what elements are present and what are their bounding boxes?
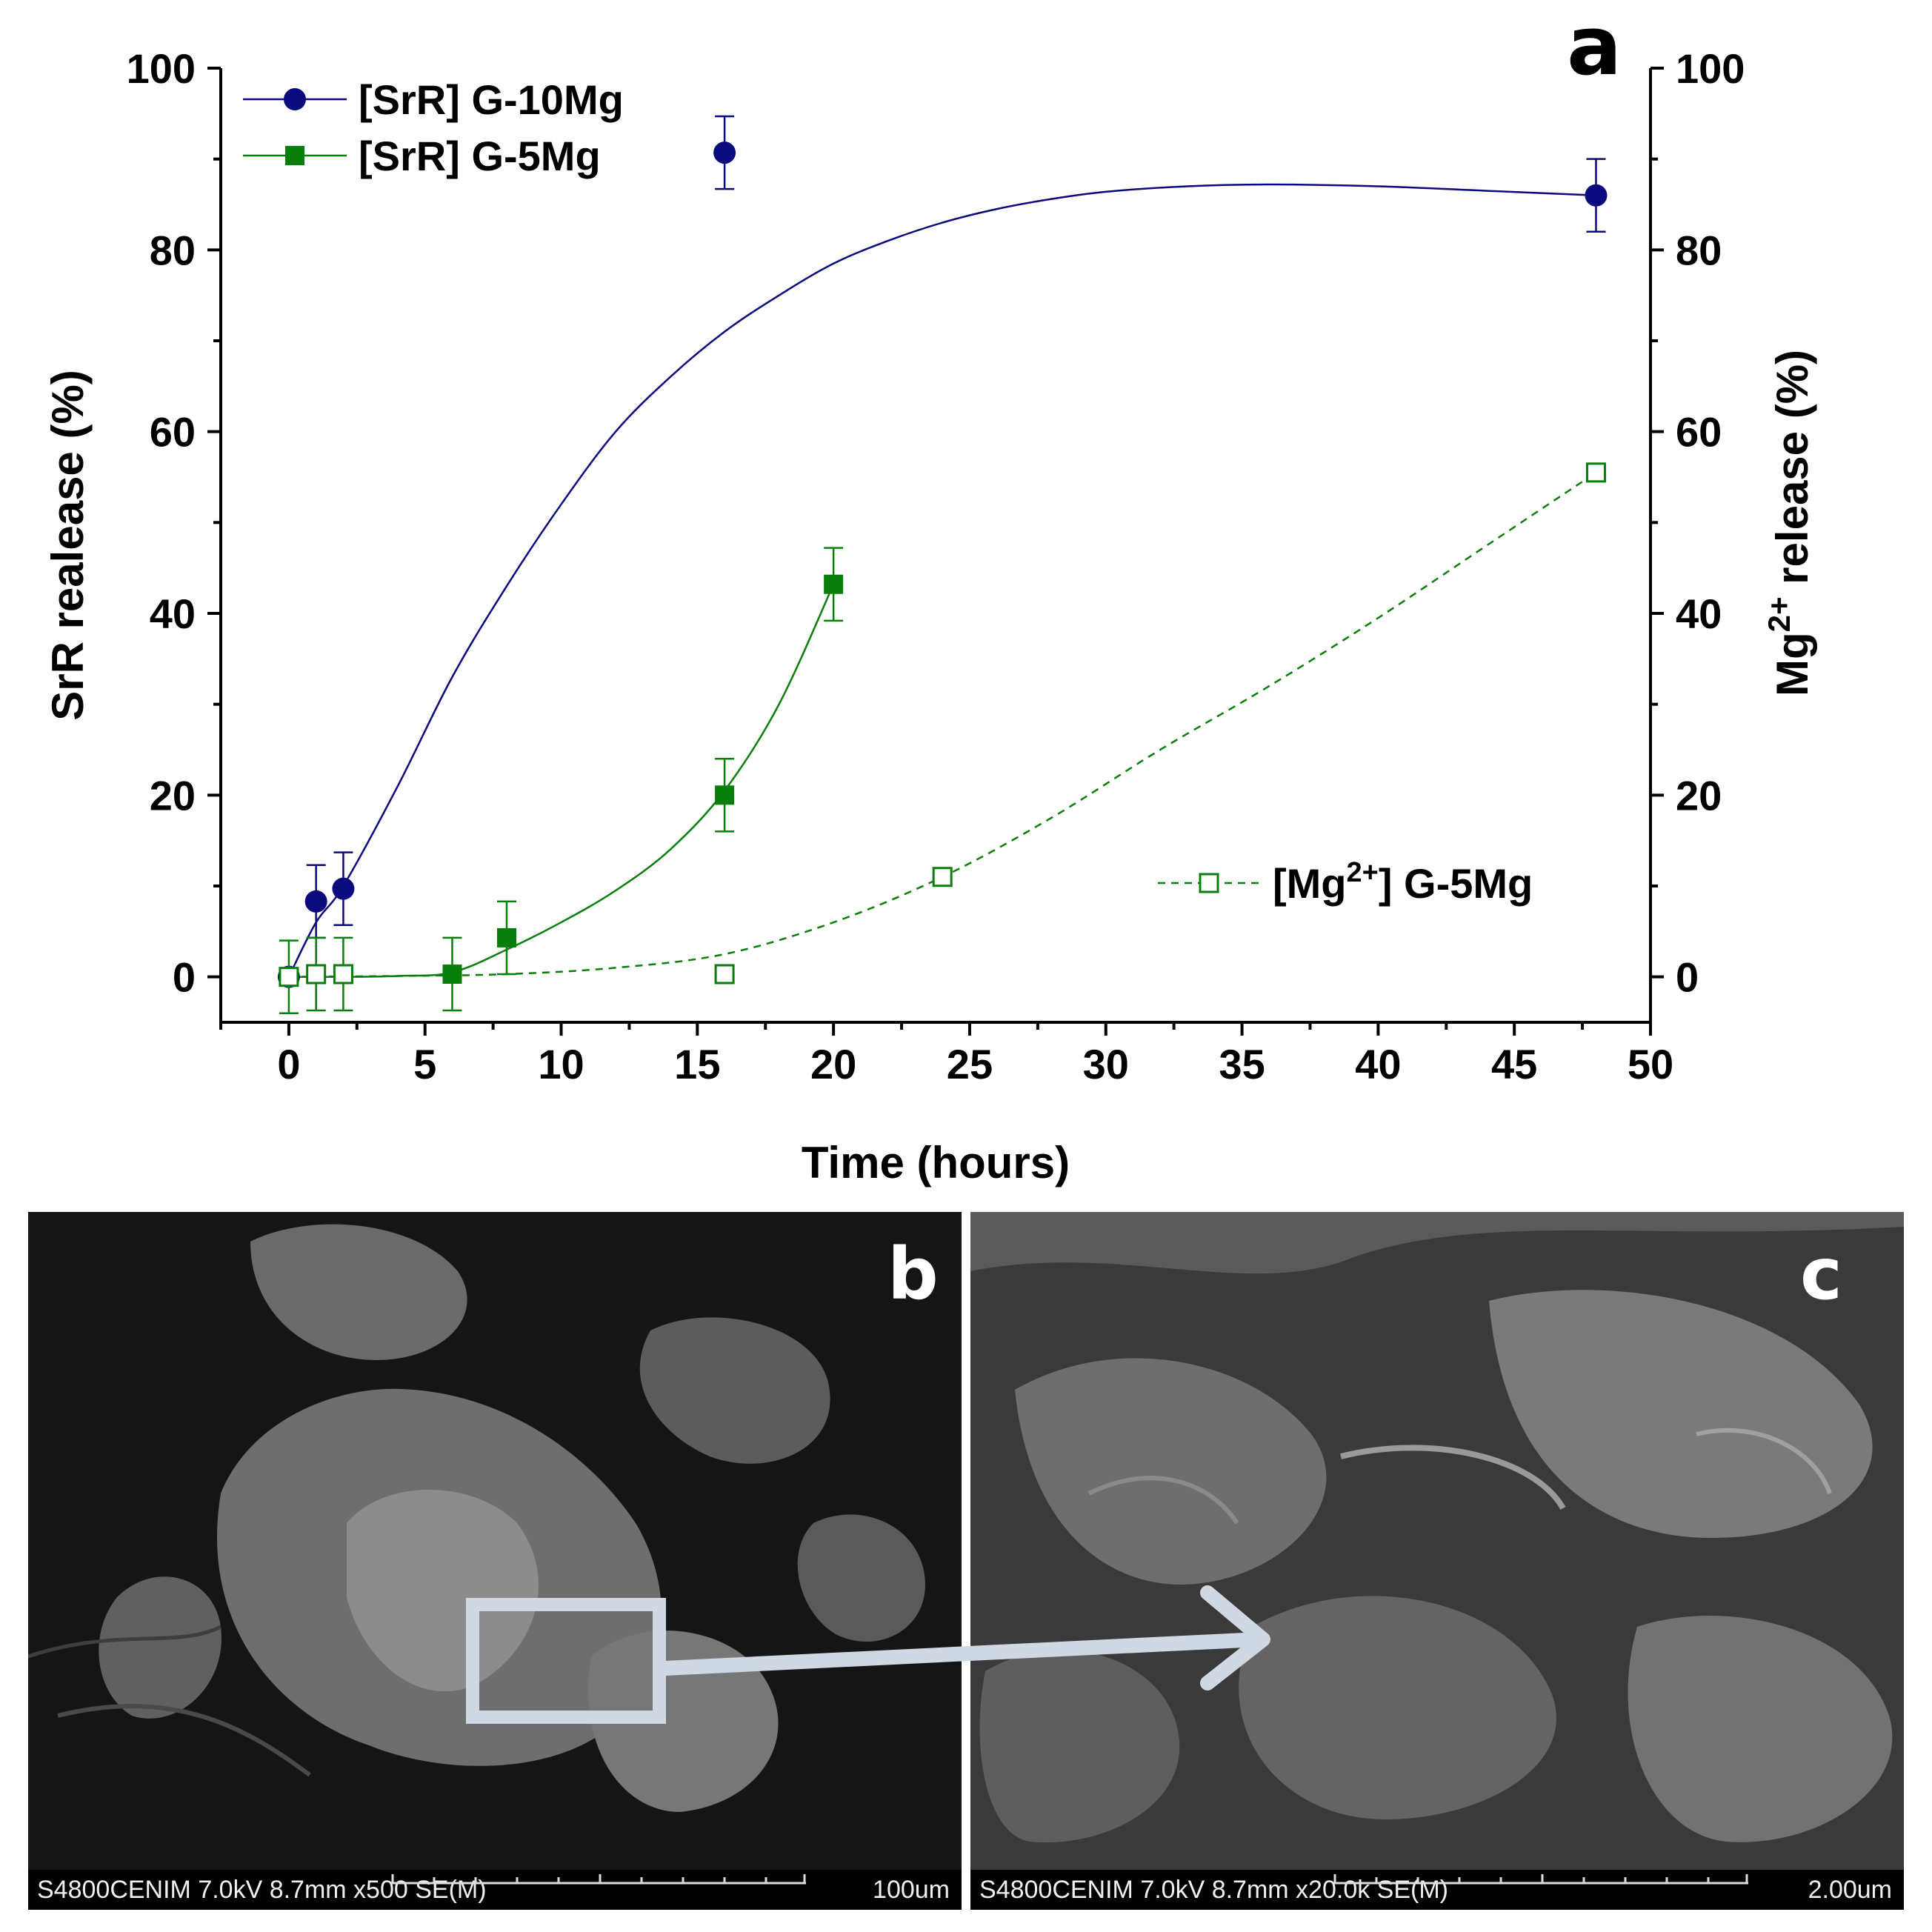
y-right-tick-label: 60 (1676, 409, 1722, 456)
legend-marker-open-square (1199, 873, 1219, 893)
sem-texture-c (970, 1212, 1904, 1870)
sem-scale-c: 2.00um (1808, 1876, 1892, 1904)
legend-marker-circle (284, 88, 306, 110)
point-circle (1585, 184, 1608, 207)
point-open-square (279, 967, 299, 987)
y-left-tick-label: 20 (150, 772, 196, 819)
fit-curve-1 (288, 584, 835, 979)
x-axis-label: Time (hours) (802, 1138, 1070, 1187)
y-right-tick-label: 40 (1676, 590, 1722, 637)
y-right-label-base: Mg (1768, 632, 1817, 696)
point-square (715, 785, 735, 805)
x-tick-label: 20 (810, 1041, 856, 1087)
sem-scale-b: 100um (873, 1876, 950, 1904)
y-right-label-sup: 2+ (1762, 596, 1796, 632)
legend-label-2: [Mg2+] G-5Mg (1273, 857, 1533, 907)
x-tick-label: 15 (674, 1041, 720, 1087)
legend-marker-square (285, 146, 304, 165)
fit-curve-0 (287, 183, 1596, 978)
legend-label-1: [SrR] G-5Mg (359, 133, 601, 179)
x-tick-label: 30 (1083, 1041, 1129, 1087)
point-open-square (1585, 462, 1606, 483)
y-left-tick-label: 80 (150, 227, 196, 273)
point-square (497, 927, 516, 947)
point-open-square (333, 964, 353, 985)
scale-rule-b (391, 1874, 806, 1885)
point-open-square (306, 964, 327, 985)
y-right-tick-label: 80 (1676, 227, 1722, 273)
sem-image-b: S4800CENIM 7.0kV 8.7mm x500 SE(M) 100um … (28, 1212, 962, 1910)
legend-label-2-base: [Mg (1273, 860, 1347, 907)
legend-label-0: [SrR] G-10Mg (359, 76, 624, 123)
x-tick-label: 50 (1628, 1041, 1673, 1087)
sem-meta-b: S4800CENIM 7.0kV 8.7mm x500 SE(M) (37, 1876, 487, 1904)
y-left-tick-label: 40 (150, 590, 196, 637)
panel-label-b: b (887, 1233, 939, 1316)
sem-info-bar-c: S4800CENIM 7.0kV 8.7mm x20.0k SE(M) 2.00… (970, 1870, 1904, 1910)
x-tick-label: 0 (277, 1041, 300, 1087)
point-circle (332, 877, 355, 900)
y-right-tick-label: 100 (1676, 45, 1745, 92)
y-axis-left-label: SrR realease (%) (43, 370, 93, 721)
y-right-label-tail: release (%) (1768, 350, 1817, 597)
x-tick-label: 25 (947, 1041, 993, 1087)
sem-info-bar-b: S4800CENIM 7.0kV 8.7mm x500 SE(M) 100um (28, 1870, 962, 1910)
sem-meta-c: S4800CENIM 7.0kV 8.7mm x20.0k SE(M) (979, 1876, 1449, 1904)
point-square (824, 574, 844, 594)
x-tick-label: 35 (1219, 1041, 1265, 1087)
sem-texture-b (28, 1212, 962, 1870)
point-open-square (714, 964, 735, 985)
legend-label-2-tail: ] G-5Mg (1379, 860, 1533, 907)
point-open-square (932, 867, 953, 887)
y-right-tick-label: 0 (1676, 954, 1699, 1001)
panel-label-a: a (1567, 0, 1622, 93)
y-left-tick-label: 0 (173, 954, 196, 1001)
sem-image-c: S4800CENIM 7.0kV 8.7mm x20.0k SE(M) 2.00… (970, 1212, 1904, 1910)
y-axis-right-label: Mg2+ release (%) (1762, 350, 1817, 696)
panel-label-c: c (1800, 1233, 1842, 1316)
y-left-tick-label: 100 (127, 45, 196, 92)
x-tick-label: 5 (413, 1041, 436, 1087)
x-tick-label: 40 (1355, 1041, 1401, 1087)
data-marks (277, 115, 1608, 1014)
x-tick-label: 45 (1491, 1041, 1537, 1087)
x-tick-label: 10 (538, 1041, 584, 1087)
point-circle (713, 141, 736, 164)
scale-rule-c (1333, 1874, 1748, 1885)
point-circle (304, 890, 327, 913)
point-square (442, 964, 462, 984)
y-right-tick-label: 20 (1676, 772, 1722, 819)
chart-legend: [SrR] G-10Mg [SrR] G-5Mg [Mg2+] G-5Mg (243, 76, 1533, 907)
y-left-tick-label: 60 (150, 409, 196, 456)
zoom-region-box (466, 1598, 666, 1724)
legend-label-2-sup: 2+ (1347, 857, 1379, 888)
